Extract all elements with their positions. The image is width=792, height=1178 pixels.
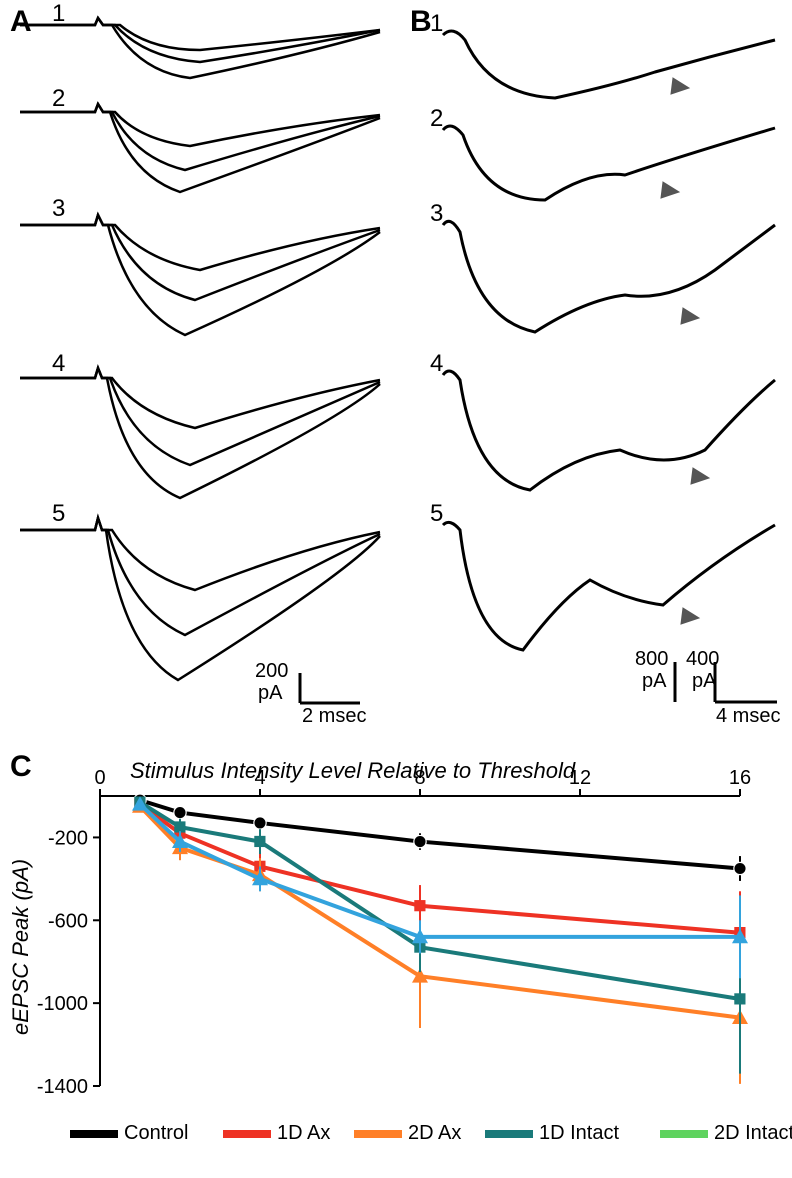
- panel-b-scale-y1: 800: [635, 648, 668, 671]
- panel-b-scale-unit1: pA: [642, 670, 666, 693]
- panel-c-chart: 0 4 8 12 16 -200 -600 -1000 -1400: [0, 758, 792, 1178]
- svg-text:8: 8: [414, 767, 425, 789]
- panel-a-scale-unit: pA: [258, 682, 282, 705]
- svg-text:0: 0: [94, 767, 105, 789]
- svg-text:-200: -200: [48, 827, 88, 849]
- svg-text:2D Intact: 2D Intact: [714, 1122, 792, 1144]
- panel-b-traces: [415, 0, 792, 740]
- panel-a-scale-y: 200: [255, 660, 288, 683]
- svg-text:2D Ax: 2D Ax: [408, 1122, 461, 1144]
- panel-a-traces: [0, 0, 400, 740]
- svg-text:1D Intact: 1D Intact: [539, 1122, 619, 1144]
- svg-text:-600: -600: [48, 910, 88, 932]
- svg-text:Control: Control: [124, 1122, 188, 1144]
- svg-text:16: 16: [729, 767, 751, 789]
- panel-b-scale-x: 4 msec: [716, 705, 780, 728]
- svg-text:-1400: -1400: [37, 1076, 88, 1098]
- panel-b-scale-y2: 400: [686, 648, 719, 671]
- svg-text:4: 4: [254, 767, 265, 789]
- panel-c-ylabel: eEPSC Peak (pA): [8, 859, 34, 1035]
- panel-a-scale-x: 2 msec: [302, 705, 366, 728]
- svg-text:12: 12: [569, 767, 591, 789]
- panel-c-legend: Control 1D Ax 2D Ax 1D Intact 2D Intact: [0, 1118, 792, 1158]
- svg-text:1D Ax: 1D Ax: [277, 1122, 330, 1144]
- panel-b-scale-unit2: pA: [692, 670, 716, 693]
- svg-text:-1000: -1000: [37, 993, 88, 1015]
